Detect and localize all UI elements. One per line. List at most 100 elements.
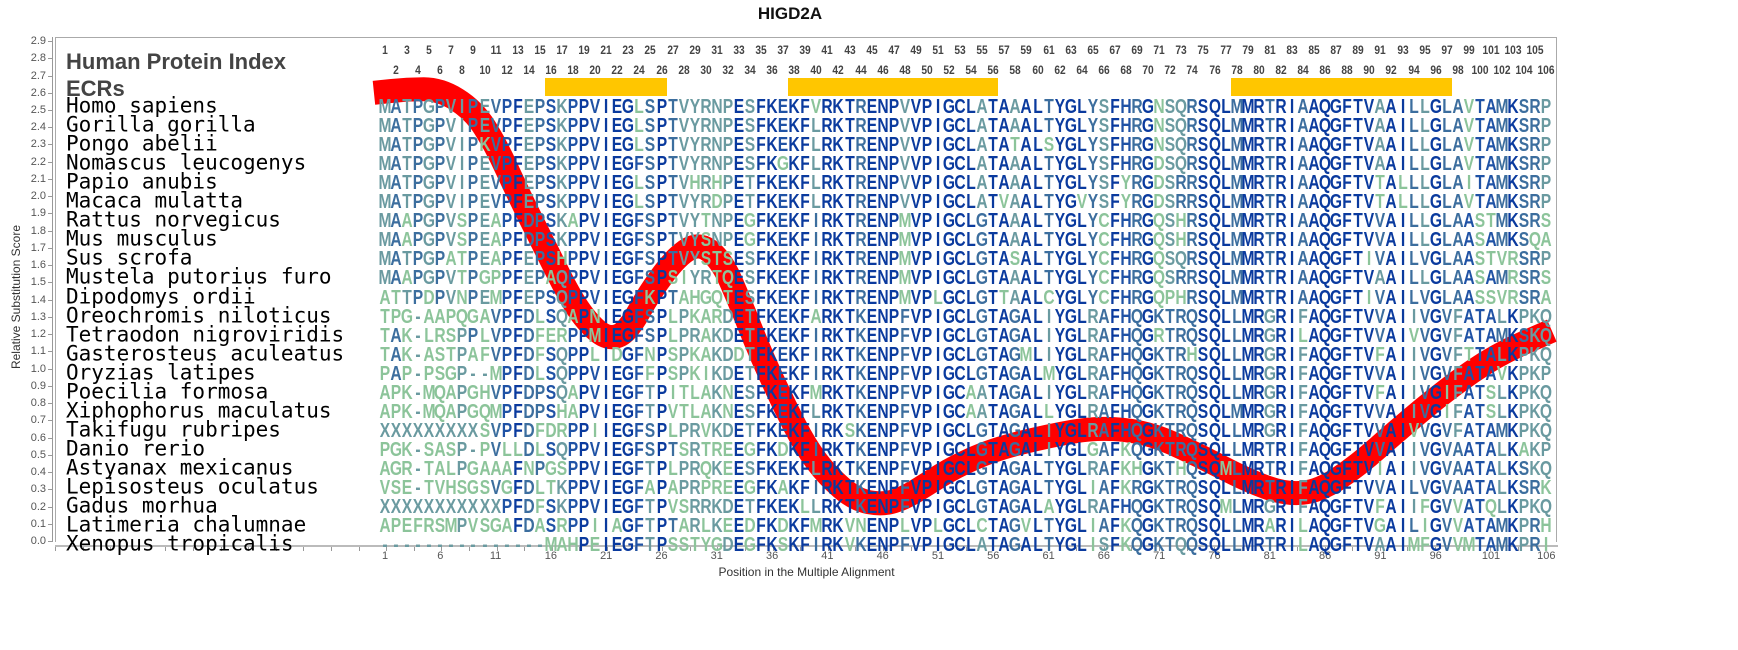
residue: P (723, 154, 733, 174)
residue: M (1241, 345, 1254, 365)
residue: G (467, 459, 479, 479)
residue: V (446, 154, 456, 174)
x-tick-label: 41 (821, 550, 833, 562)
residue: V (900, 116, 910, 136)
y-tick-label: 1.7 (22, 242, 46, 254)
residue: G (1430, 135, 1442, 155)
y-tick-mark (48, 282, 52, 284)
residue: R (1253, 326, 1264, 346)
position-number: 56 (988, 63, 999, 77)
residue: P (922, 345, 932, 365)
residue: Y (689, 230, 699, 250)
residue: V (1442, 421, 1452, 441)
residue: A (1386, 288, 1397, 308)
residue: I (936, 192, 940, 212)
residue: A (1485, 535, 1496, 555)
residue: P (579, 211, 589, 231)
residue: G (1065, 516, 1077, 536)
residue: A (700, 307, 711, 327)
x-tick-mark (1545, 547, 1547, 551)
residue: E (734, 211, 744, 231)
residue: S (1519, 135, 1529, 155)
residue: M (1241, 497, 1254, 517)
residue: R (1530, 135, 1541, 155)
residue: R (1176, 383, 1187, 403)
residue: P (435, 135, 445, 155)
residue: G (943, 326, 955, 346)
residue: V (490, 383, 500, 403)
residue: I (604, 535, 608, 555)
residue: R (822, 364, 833, 384)
residue: P (889, 478, 899, 498)
residue: R (1131, 478, 1142, 498)
residue: R (1253, 535, 1264, 555)
residue: F (646, 364, 656, 384)
residue: Q (556, 268, 568, 288)
residue: A (1452, 459, 1463, 479)
residue: N (877, 440, 888, 460)
residue: K (833, 345, 844, 365)
residue: G (1374, 516, 1386, 536)
residue: L (966, 135, 976, 155)
residue: G (1009, 535, 1021, 555)
residue: R (1176, 173, 1187, 193)
residue: Q (1131, 440, 1143, 460)
position-number: 96 (1430, 63, 1441, 77)
residue: K (833, 421, 844, 441)
residue: H (1176, 211, 1187, 231)
residue: V (1419, 440, 1429, 460)
residue: P (723, 211, 733, 231)
residue: R (1275, 135, 1286, 155)
residue: K (855, 459, 866, 479)
residue: P (435, 230, 445, 250)
residue: P (535, 192, 545, 212)
residue: A (977, 97, 988, 117)
residue: S (1198, 288, 1208, 308)
y-tick-mark (48, 489, 52, 491)
residue: L (1232, 345, 1242, 365)
residue: T (989, 535, 999, 555)
residue: D (523, 364, 534, 384)
x-tick-label: 1 (382, 550, 388, 562)
x-tick-mark (827, 547, 829, 551)
position-number: 52 (943, 63, 954, 77)
residue: T (1475, 173, 1485, 193)
y-tick-label: 2.1 (22, 173, 46, 185)
residue: E (866, 421, 876, 441)
residue: C (954, 154, 965, 174)
residue: Q (1153, 249, 1165, 269)
residue: R (1131, 154, 1142, 174)
x-tick-label: 76 (1208, 550, 1220, 562)
residue: R (1087, 307, 1098, 327)
residue: A (379, 516, 390, 536)
residue: R (822, 402, 833, 422)
residue: L (1409, 211, 1419, 231)
residue: H (556, 249, 567, 269)
residue: E (778, 230, 788, 250)
residue: T (989, 421, 999, 441)
residue: F (513, 421, 523, 441)
residue: G (1065, 173, 1077, 193)
residue: F (513, 211, 523, 231)
residue: T (989, 249, 999, 269)
residue: P (723, 173, 733, 193)
residue: G (943, 402, 955, 422)
residue: I (936, 402, 940, 422)
residue: G (943, 268, 955, 288)
residue: R (700, 192, 711, 212)
residue: F (756, 154, 766, 174)
residue: Q (556, 440, 568, 460)
residue: M (1496, 535, 1509, 555)
residue: I (704, 364, 708, 384)
residue: P (656, 173, 666, 193)
residue: L (1221, 211, 1231, 231)
residue: L (1033, 421, 1043, 441)
residue: S (1165, 154, 1175, 174)
residue: T (845, 307, 855, 327)
residue: A (1308, 478, 1319, 498)
residue: S (667, 535, 677, 555)
x-tick-mark (579, 547, 581, 551)
residue: Y (1054, 192, 1064, 212)
x-tick-mark (1021, 547, 1022, 551)
residue: K (833, 288, 844, 308)
